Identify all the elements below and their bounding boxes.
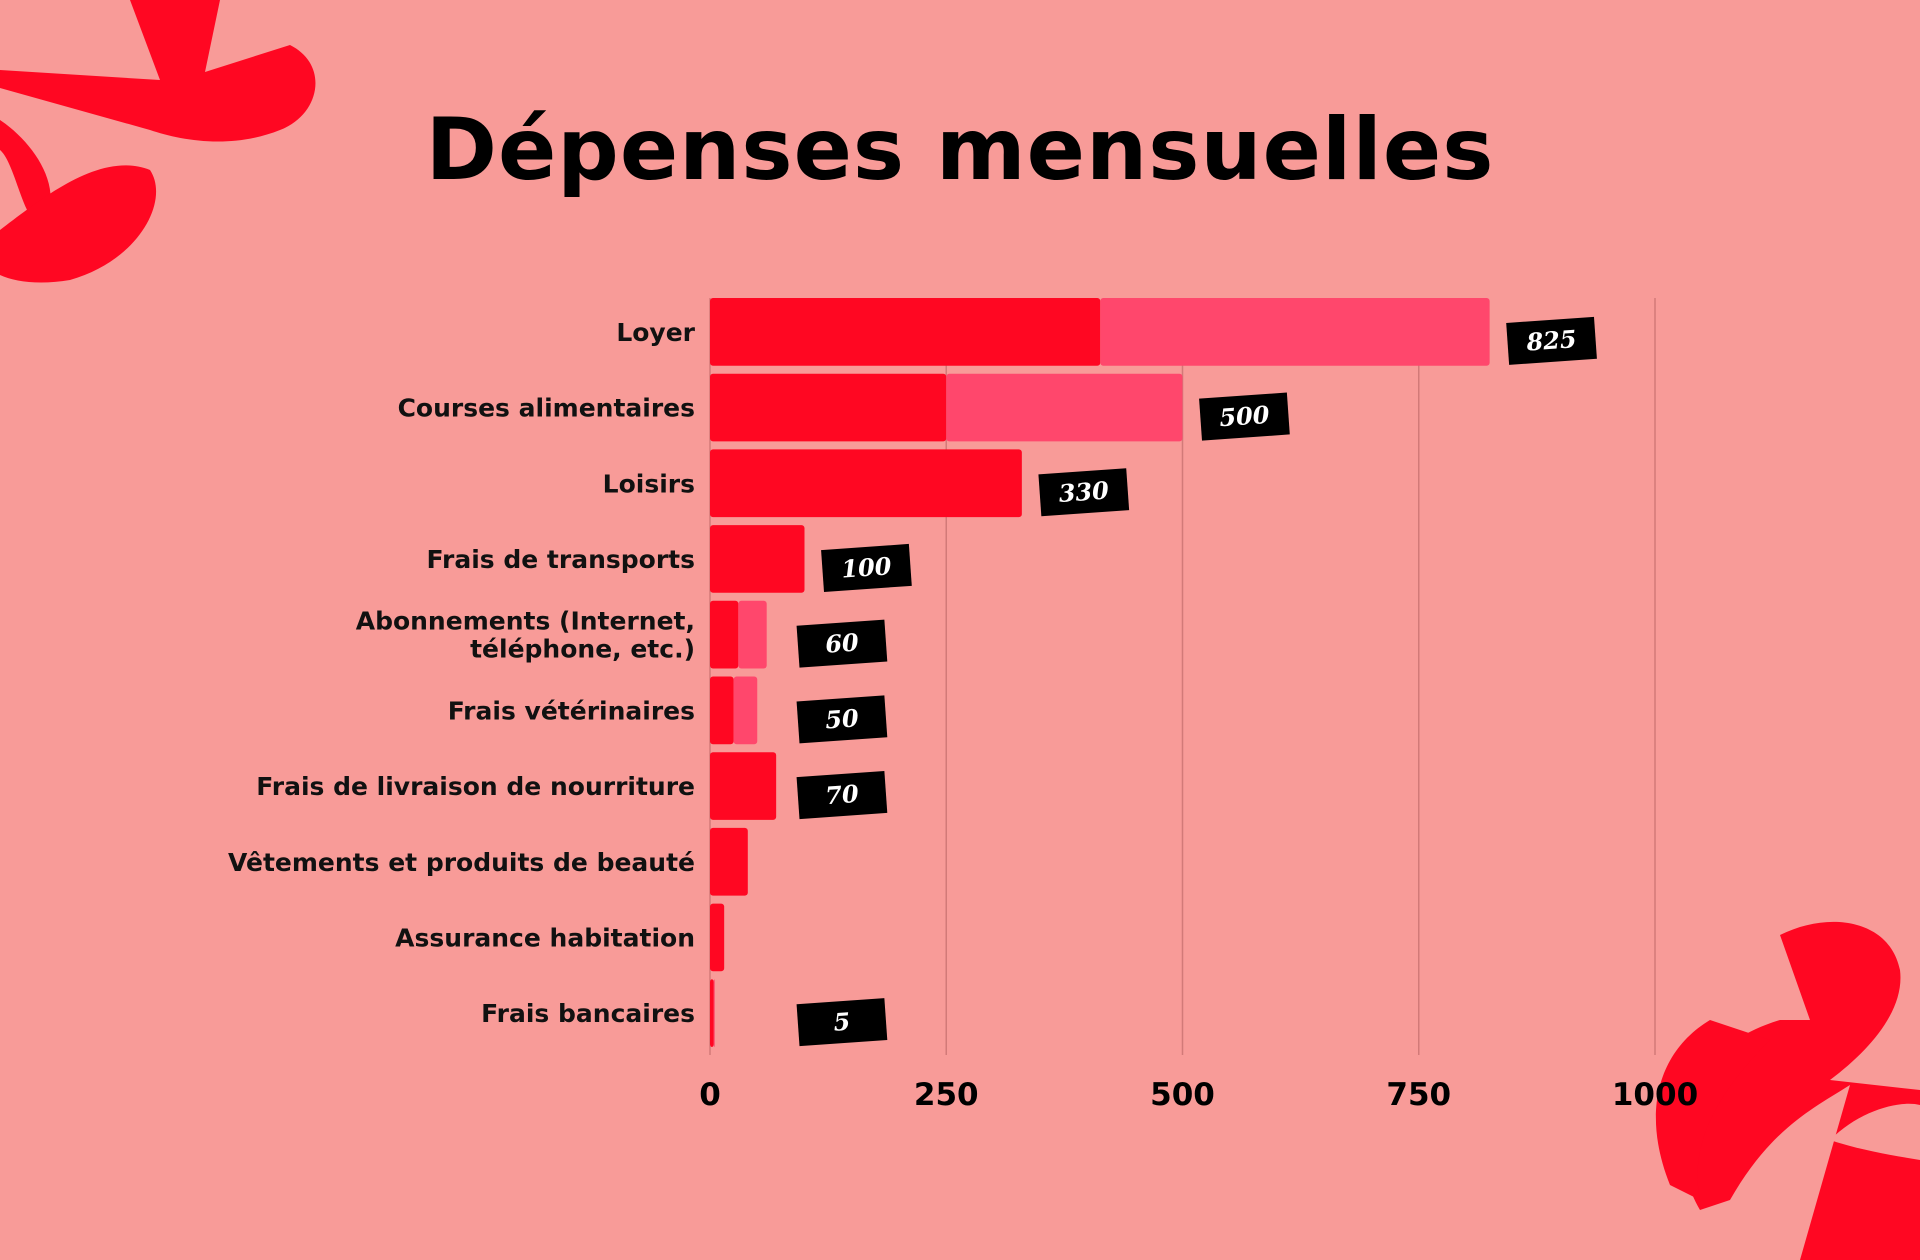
decorative-shape-top-left xyxy=(0,0,316,283)
category-label-line: téléphone, etc.) xyxy=(470,635,695,664)
data-label-value: 5 xyxy=(833,1007,852,1037)
category-label-line: Courses alimentaires xyxy=(398,394,695,423)
x-tick-label-750: 750 xyxy=(1386,1077,1451,1113)
bar-segment-2 xyxy=(946,373,1183,442)
bar-segment-2 xyxy=(733,676,758,745)
category-label: Loyer xyxy=(616,318,695,347)
x-tick-label-500: 500 xyxy=(1150,1077,1215,1113)
category-label: Loisirs xyxy=(603,469,695,498)
category-label-line: Loisirs xyxy=(603,469,695,498)
category-label: Abonnements (Internet, téléphone, etc.) xyxy=(356,607,695,664)
category-label: Assurance habitation xyxy=(395,923,695,952)
chart-title: Dépenses mensuelles xyxy=(425,100,1495,200)
category-label-line: Frais de livraison de nourriture xyxy=(256,772,695,801)
bar-segment-1 xyxy=(710,298,1101,366)
data-label-value: 100 xyxy=(840,551,892,583)
data-label-box xyxy=(821,543,912,592)
bar-segment-2 xyxy=(713,979,715,1047)
category-label: Frais de transports xyxy=(427,545,695,574)
data-label: 60 xyxy=(796,619,888,668)
data-label: 100 xyxy=(821,543,912,592)
x-tick-label-250: 250 xyxy=(914,1077,979,1113)
category-label: Frais bancaires xyxy=(481,999,695,1028)
bar-segment-1 xyxy=(710,600,739,669)
category-label-line: Frais vétérinaires xyxy=(448,696,695,725)
bar-segment-1 xyxy=(710,903,725,972)
data-label-box xyxy=(796,695,888,744)
data-label-box xyxy=(796,998,888,1047)
category-label: Vêtements et produits de beauté xyxy=(228,848,695,877)
x-tick-label-1000: 1000 xyxy=(1612,1077,1698,1113)
category-label-line: Vêtements et produits de beauté xyxy=(228,848,695,877)
decorative-shape-bottom-right xyxy=(1655,921,1920,1260)
category-label: Frais vétérinaires xyxy=(448,696,695,725)
x-tick-label-0: 0 xyxy=(699,1077,721,1113)
bar-segment-1 xyxy=(710,752,777,820)
data-label: 825 xyxy=(1506,316,1597,365)
data-label-value: 50 xyxy=(824,703,860,734)
category-label: Frais de livraison de nourriture xyxy=(256,772,695,801)
data-label-box xyxy=(796,771,888,820)
data-label-box xyxy=(1199,392,1290,441)
category-label-line: Assurance habitation xyxy=(395,923,695,952)
bar-segment-1 xyxy=(710,449,1022,518)
data-label-value: 60 xyxy=(824,628,860,659)
category-label-line: Loyer xyxy=(616,318,695,347)
bar-segment-1 xyxy=(710,373,947,442)
bar-segment-2 xyxy=(1100,298,1490,366)
data-label-box xyxy=(796,619,888,668)
bar-segment-1 xyxy=(710,525,805,593)
data-label-box xyxy=(1506,316,1597,365)
data-label: 50 xyxy=(796,695,888,744)
data-label-value: 825 xyxy=(1525,324,1578,356)
bar-segment-2 xyxy=(738,600,767,669)
bar-segment-1 xyxy=(710,979,714,1047)
data-label: 70 xyxy=(796,771,888,820)
category-label-line: Abonnements (Internet, xyxy=(356,607,695,636)
category-label-line: Frais de transports xyxy=(427,545,695,574)
data-label: 500 xyxy=(1199,392,1290,441)
data-label-value: 330 xyxy=(1058,476,1110,508)
bar-segment-1 xyxy=(710,827,748,896)
data-label: 5 xyxy=(796,998,888,1047)
data-label-value: 70 xyxy=(824,779,860,810)
data-label: 330 xyxy=(1038,468,1130,517)
data-label-value: 500 xyxy=(1218,400,1270,432)
category-label-line: Frais bancaires xyxy=(481,999,695,1028)
bar-segment-1 xyxy=(710,676,734,745)
data-label-box xyxy=(1038,468,1130,517)
category-label: Courses alimentaires xyxy=(398,394,695,423)
